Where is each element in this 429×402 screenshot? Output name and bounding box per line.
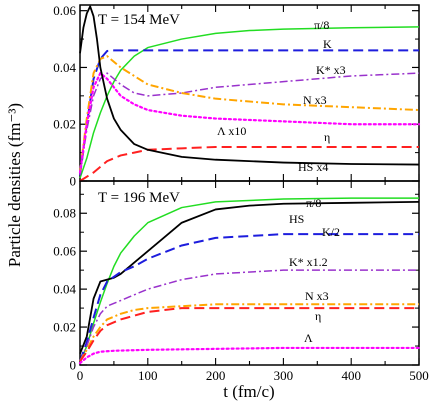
- panel-top-title: T = 154 MeV: [98, 12, 180, 28]
- panel-bottom-label-n: N x3: [305, 289, 329, 303]
- series-line: [78, 346, 421, 365]
- series-line: [79, 5, 420, 166]
- x-axis: 0 100 200 300 400 500: [77, 368, 429, 383]
- panel-top-ticks: [79, 5, 420, 182]
- panel-bottom-ticks: [79, 181, 420, 366]
- y-tick-label: 0.04: [53, 60, 76, 75]
- panel-top-series: [78, 5, 421, 182]
- panel-bottom: 0 0.02 0.04 0.06 0.08 T = 196 MeV π/8 HS K/2…: [53, 180, 421, 373]
- y-tick-label: 0: [70, 174, 77, 189]
- panel-bottom-tick-labels: 0 0.02 0.04 0.06 0.08: [53, 206, 76, 373]
- y-axis-title: Particle densities (fm⁻³): [5, 103, 24, 267]
- series-line: [78, 72, 421, 174]
- y-tick-label: 0.08: [53, 206, 76, 221]
- x-tick-label: 400: [341, 368, 361, 383]
- y-tick-label: 0.06: [53, 3, 76, 18]
- series-line: [79, 307, 419, 362]
- x-axis-title: t (fm/c): [223, 382, 274, 401]
- x-tick-label: 500: [409, 368, 429, 383]
- panel-bottom-series: [78, 197, 421, 365]
- series-line: [79, 233, 419, 362]
- panel-bottom-label-eta: η: [315, 309, 321, 323]
- panel-top-label-n: N x3: [303, 93, 327, 107]
- panel-top-frame: [79, 4, 420, 182]
- x-tick-label: 100: [138, 368, 158, 383]
- series-line: [79, 26, 420, 179]
- panel-top-label-pi: π/8: [314, 18, 329, 32]
- panel-top-label-kstar: K* x3: [316, 63, 346, 77]
- panel-top-label-k: K: [323, 37, 332, 51]
- panel-bottom-label-lambda: Λ: [304, 331, 313, 345]
- panel-top-label-eta: η: [324, 130, 330, 144]
- panel-top-tick-labels: 0 0.02 0.04 0.06: [53, 3, 76, 188]
- series-line: [79, 303, 419, 362]
- series-line: [79, 55, 420, 173]
- series-line: [79, 49, 419, 176]
- panel-bottom-label-pi: π/8: [306, 196, 321, 210]
- y-tick-label: 0.06: [53, 244, 76, 259]
- y-tick-label: 0.02: [53, 320, 76, 335]
- series-line: [79, 200, 420, 354]
- x-tick-label: 300: [274, 368, 294, 383]
- x-tick-label: 0: [77, 368, 84, 383]
- series-line: [79, 269, 419, 362]
- panel-bottom-frame: [79, 180, 420, 366]
- y-tick-label: 0.04: [53, 282, 76, 297]
- y-tick-label: 0.02: [53, 117, 76, 132]
- panel-bottom-label-hs: HS: [289, 212, 304, 226]
- x-tick-label: 200: [206, 368, 226, 383]
- panel-top-label-hs: HS x4: [298, 160, 328, 174]
- panel-top-label-lambda: Λ x10: [217, 124, 246, 138]
- series-line: [79, 197, 419, 364]
- panel-bottom-label-k: K/2: [322, 225, 340, 239]
- panel-top: 0 0.02 0.04 0.06 T = 154 MeV π/8 K K* x3 N …: [53, 3, 421, 189]
- panel-bottom-title: T = 196 MeV: [98, 190, 180, 206]
- y-tick-label: 0: [70, 358, 77, 373]
- series-line: [79, 72, 420, 176]
- panel-bottom-label-kstar: K* x1.2: [289, 255, 328, 269]
